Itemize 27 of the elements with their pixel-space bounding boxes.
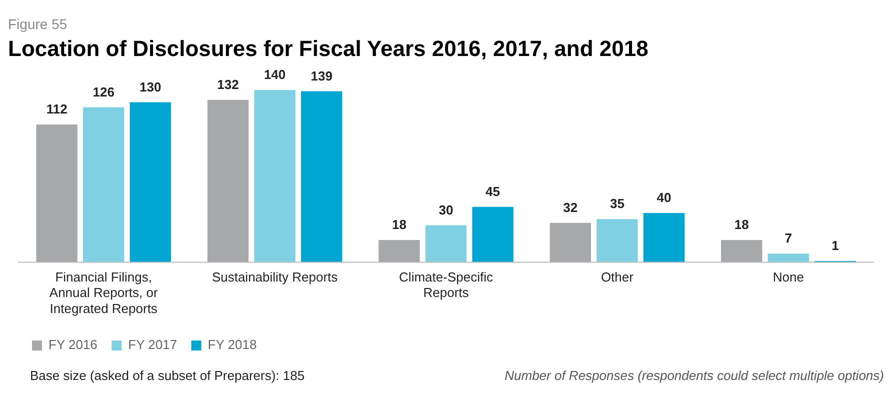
x-tick-label: Climate-Specific Reports [399,270,494,300]
text: Number of Responses (respondents could select multiple options) [504,368,884,383]
x-tick-label: Financial Filings, Annual Reports, or Integrated Reports [49,270,158,316]
data-label: 45 [486,184,500,199]
data-label: 18 [734,217,749,232]
legend-label: FY 2018 [208,337,257,352]
x-tick-label: Other [600,270,634,285]
data-label: 35 [610,196,624,212]
data-label: 7 [784,230,792,246]
data-label: 132 [217,76,239,92]
data-label: 32 [563,200,578,215]
chart-subtitle: Figure 55 [8,16,68,32]
x-tick-label: Sustainability Reports [212,270,338,285]
data-label: 139 [310,68,332,84]
legend-label: FY 2017 [128,337,178,352]
data-label: 30 [438,202,454,218]
chart-title: Location of Disclosures for Fiscal Years 2016, 2017, and 2018 [8,36,650,62]
legend-label: FY 2016 [48,337,98,352]
text: Base size (asked of a subset of Preparers): 185 [30,368,305,383]
data-label: 126 [92,84,114,100]
data-label: 40 [656,190,672,206]
data-label: 1 [832,238,839,254]
data-label: 112 [46,102,68,117]
data-label: 130 [140,79,162,94]
data-label: 140 [264,67,286,82]
data-label: 18 [392,217,406,232]
x-tick-label: None [772,270,804,285]
